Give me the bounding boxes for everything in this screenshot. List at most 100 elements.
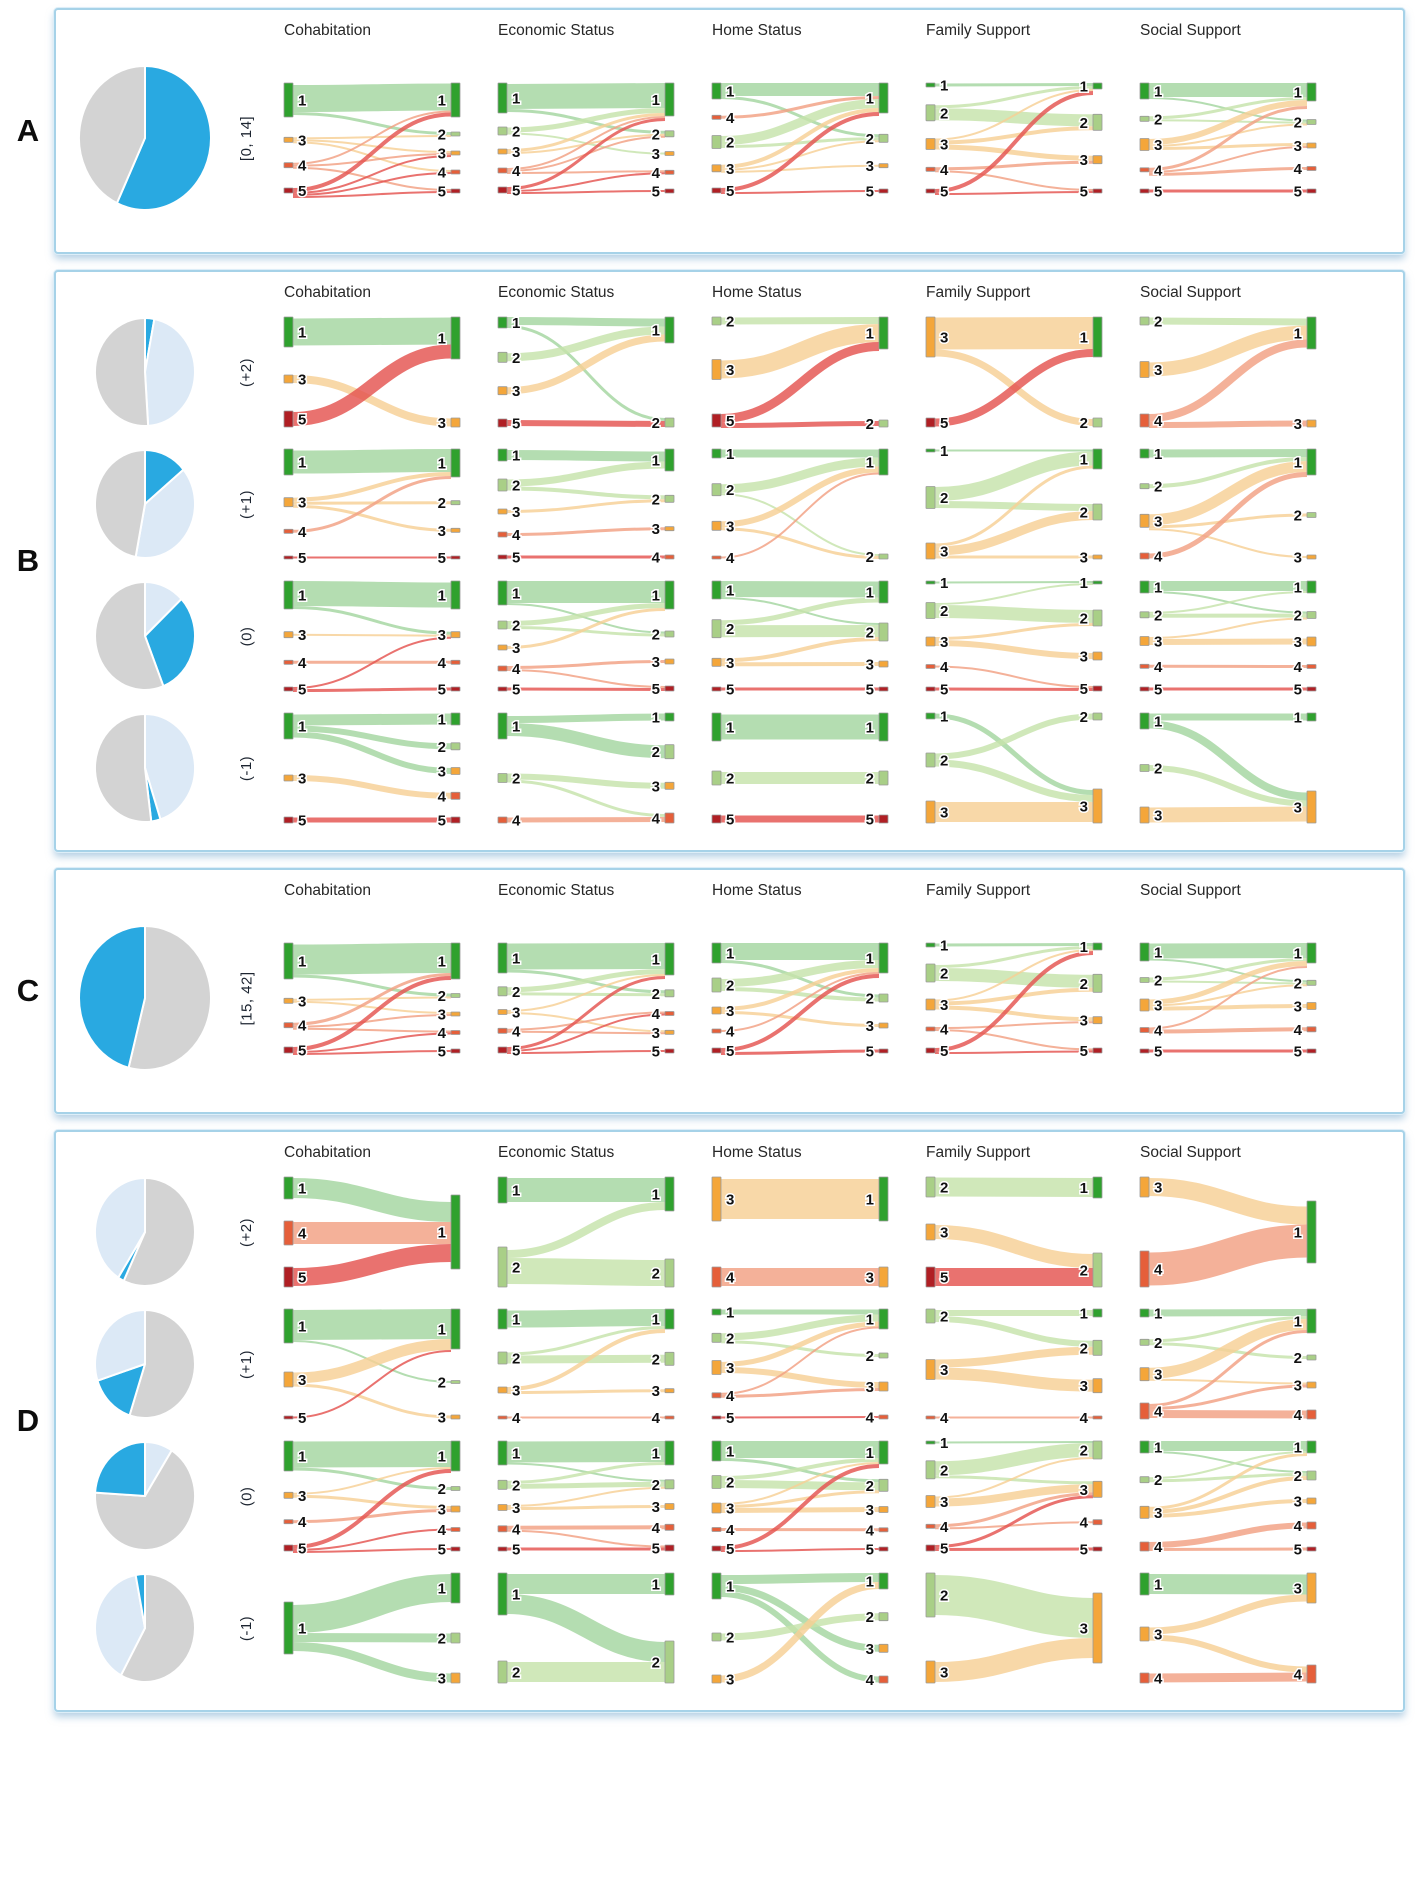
- sankey-node-label: 3: [1080, 1378, 1088, 1395]
- sankey-node-label: 5: [512, 416, 520, 433]
- sankey-node-label: 3: [866, 1502, 874, 1519]
- sankey-flow: [292, 943, 452, 975]
- sankey-node-3: [925, 542, 936, 560]
- sankey-node-label: 1: [298, 588, 306, 605]
- sankey-node-label: 3: [1080, 799, 1088, 816]
- sankey-node-1: [664, 712, 675, 722]
- sankey-flow: [934, 665, 1094, 688]
- sankey-node-4: [1139, 1250, 1150, 1288]
- sankey-node-label: 1: [866, 1574, 874, 1591]
- sankey-node-label: 2: [866, 1609, 874, 1626]
- sankey-node-label: 1: [726, 1579, 734, 1596]
- column-title-cohabitation: Cohabitation: [284, 284, 372, 301]
- sankey-node-3: [1139, 1505, 1150, 1519]
- sankey-node-5: [664, 1544, 675, 1552]
- sankey-node-label: 1: [652, 92, 660, 109]
- pie-slice-gray: [94, 449, 146, 559]
- sankey-flow: [720, 1548, 880, 1552]
- column-header-row: Cohabitation Economic Status Home Status Fa…: [66, 22, 1395, 40]
- sankey-economic-status: 1 2 3 4 5 1 2 3 4 5: [497, 1440, 675, 1558]
- sankey-node-1: [1092, 942, 1103, 951]
- sankey-flow: [934, 86, 1094, 109]
- sankey-node-5: [925, 417, 936, 428]
- sankey-node-label: 3: [726, 518, 734, 535]
- pie-chart: [93, 713, 197, 823]
- sankey-node-label: 3: [652, 778, 660, 795]
- sankey-flow: [720, 1340, 880, 1357]
- sankey-flow: [934, 349, 1094, 427]
- data-row: (+1) 1 3 5 1 2 3 1 2 3 4 1 2 3 4 1 2 3 4 5 1 2 3 4 2 3 4 1 2 3 4 1 2 3 4 1 2…: [66, 1302, 1395, 1426]
- sankey-node-label: 5: [512, 550, 520, 567]
- sankey-node-label: 5: [298, 1410, 306, 1426]
- column-title-wrap: Family Support: [912, 284, 1126, 302]
- sankey-flow: [292, 1014, 452, 1028]
- sankey-node-5: [1139, 686, 1150, 692]
- sankey-node-label: 3: [940, 1225, 948, 1242]
- sankey-node-label: 1: [940, 443, 948, 460]
- sankey-node-label: 3: [940, 805, 948, 822]
- sankey-node-3: [925, 316, 936, 358]
- sankey-node-label: 5: [866, 1044, 874, 1061]
- sankey-node-5: [664, 1048, 675, 1054]
- sankey-node-label: 3: [298, 372, 306, 389]
- sankey-flow: [720, 1049, 880, 1055]
- sankey-node-1: [664, 1440, 675, 1466]
- sankey-flow: [720, 968, 880, 1011]
- column-title-cohabitation: Cohabitation: [284, 1144, 372, 1161]
- sankey-flow: [1148, 1178, 1308, 1225]
- sankey-node-label: 2: [1154, 607, 1162, 624]
- sankey-node-2: [878, 553, 889, 560]
- pie-cell: [66, 447, 224, 561]
- sankey-node-4: [283, 162, 294, 169]
- sankey-node-3: [664, 658, 675, 665]
- sankey-node-label: 1: [726, 1305, 734, 1322]
- sankey-flow: [934, 1521, 1094, 1530]
- sankey-cell: 1 2 3 4 5 2 3 4 5: [912, 1434, 1126, 1558]
- row-label: [15, 42]: [238, 970, 256, 1026]
- sankey-node-1: [925, 942, 936, 948]
- sankey-node-1: [878, 712, 889, 742]
- sankey-node-label: 3: [866, 1018, 874, 1035]
- sankey-flow: [506, 969, 666, 993]
- sankey-flow: [1148, 420, 1308, 428]
- sankey-flow: [292, 606, 452, 635]
- sankey-node-4: [1306, 664, 1317, 669]
- sankey-flow: [506, 1202, 666, 1258]
- sankey-flow: [1148, 457, 1308, 489]
- sankey-node-3: [497, 1386, 508, 1394]
- sankey-flow: [292, 1383, 452, 1419]
- sankey-flow: [506, 603, 666, 626]
- sankey-node-label: 4: [298, 1514, 307, 1531]
- sankey-node-label: 5: [1080, 1043, 1088, 1060]
- column-title-home-status: Home Status: [712, 1144, 802, 1161]
- sankey-cell: 1 3 5 1 2 3: [270, 1302, 484, 1426]
- sankey-node-2: [925, 1176, 936, 1198]
- sankey-node-3: [1306, 790, 1317, 824]
- sankey-node-3: [497, 386, 508, 396]
- sankey-cohabitation: 1 3 4 5 1 3 4 5: [283, 580, 461, 698]
- column-title-family-support: Family Support: [926, 1144, 1031, 1161]
- sankey-cell: 1 4 5 1: [270, 1170, 484, 1294]
- sankey-node-label: 1: [438, 331, 446, 348]
- sankey-node-2: [1092, 417, 1103, 428]
- sankey-flow: [292, 976, 452, 1051]
- sankey-node-label: 4: [1154, 162, 1163, 179]
- sankey-flow: [292, 974, 452, 997]
- sankey-node-label: 2: [1294, 608, 1302, 625]
- sankey-node-1: [283, 1176, 294, 1200]
- sankey-node-label: 2: [940, 966, 948, 983]
- sankey-flow: [720, 137, 880, 148]
- sankey-social-support: 3 4 1: [1139, 1176, 1317, 1288]
- pie-slice-blue: [115, 65, 212, 211]
- pie-slice-lightblue: [144, 317, 196, 427]
- sankey-family-support: 1 2 3 4 5 2 3 4 5: [925, 1434, 1103, 1558]
- sankey-node-2: [664, 1479, 675, 1490]
- sankey-flow: [934, 1495, 1094, 1548]
- sankey-flow: [934, 170, 1094, 191]
- sankey-flow: [1148, 1451, 1308, 1473]
- sankey-node-2: [925, 1572, 936, 1618]
- sankey-cell: 1 2 3 4 5 1 2 3 5: [698, 936, 912, 1060]
- sankey-node-label: 1: [1154, 1306, 1162, 1323]
- pie-slice-lightblue: [94, 1309, 146, 1382]
- sankey-node-label: 1: [1080, 452, 1088, 469]
